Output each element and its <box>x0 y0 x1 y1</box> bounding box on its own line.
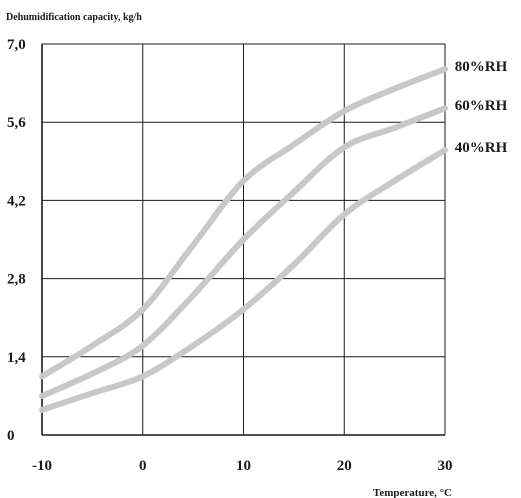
y-tick-label: 2,8 <box>7 272 26 288</box>
y-tick-label: 4,2 <box>7 193 26 209</box>
y-tick-label: 7,0 <box>7 37 26 53</box>
series-line-40pctrh <box>39 147 448 413</box>
series-label-60pctrh: 60%RH <box>455 98 508 114</box>
series-label-40pctrh: 40%RH <box>455 140 508 156</box>
x-tick-label: 10 <box>236 458 251 474</box>
y-tick-label: 5,6 <box>7 115 26 131</box>
series-line-80pctrh <box>39 66 448 380</box>
series-labels: 80%RH 60%RH 40%RH <box>455 59 508 156</box>
series-lines <box>39 66 448 413</box>
grid <box>41 43 446 436</box>
series-label-80pctrh: 80%RH <box>455 59 508 75</box>
tick-labels: 0 1,4 2,8 4,2 5,6 7,0 -10 0 10 20 30 <box>7 37 453 474</box>
x-tick-label: 30 <box>438 458 453 474</box>
x-tick-label: 20 <box>337 458 352 474</box>
x-tick-label: 0 <box>139 458 147 474</box>
y-axis-title: Dehumidification capacity, kg/h <box>6 12 142 23</box>
y-tick-label: 1,4 <box>7 350 26 366</box>
y-tick-label: 0 <box>7 428 15 444</box>
series-line-60pctrh <box>39 105 448 399</box>
x-axis-title: Temperature, °C <box>373 487 452 498</box>
x-tick-label: -10 <box>32 458 52 474</box>
